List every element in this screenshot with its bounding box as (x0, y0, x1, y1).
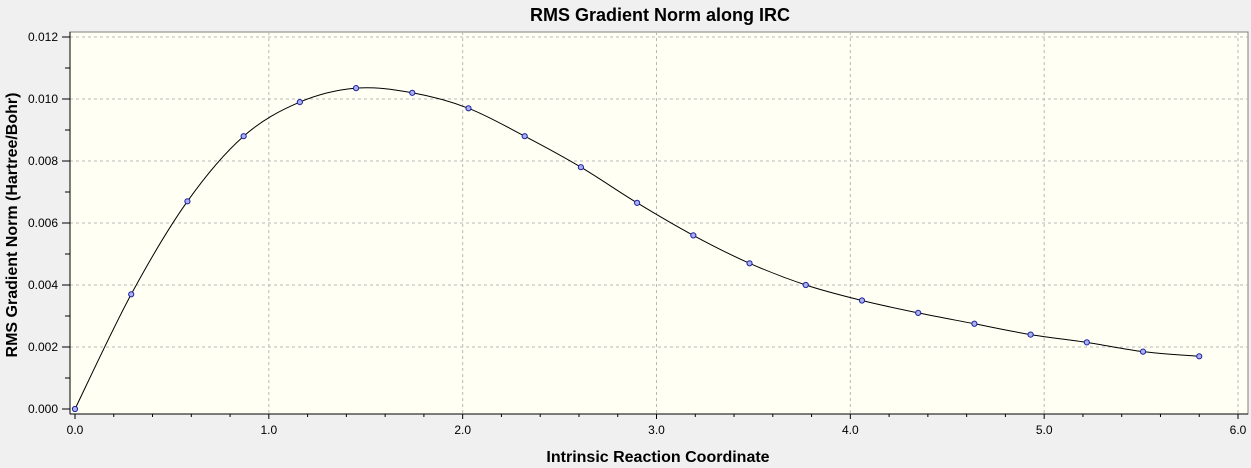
y-tick-label: 0.008 (28, 154, 58, 168)
data-point (296, 99, 303, 106)
x-axis-title: Intrinsic Reaction Coordinate (546, 449, 769, 466)
data-point (352, 85, 360, 92)
x-tick-label: 3.0 (648, 423, 665, 437)
data-point (184, 198, 191, 205)
series-line (74, 87, 1200, 410)
data-point (971, 320, 978, 327)
data-point (71, 405, 79, 413)
chart-title: RMS Gradient Norm along IRC (530, 5, 790, 25)
x-tick-label: 2.0 (454, 423, 471, 437)
y-tick-label: 0.000 (28, 402, 58, 416)
data-point (634, 199, 641, 206)
y-tick-label: 0.002 (28, 340, 58, 354)
y-tick-label: 0.006 (28, 216, 58, 230)
data-point (1139, 348, 1147, 355)
tick-labels: 0.0 1.0 2.0 3.0 4.0 5.0 6.0 0.000 0.002 0.004 0.00… (28, 30, 1247, 437)
grid-lines (70, 32, 1248, 414)
data-point (1196, 353, 1203, 360)
x-tick-label: 1.0 (260, 423, 277, 437)
data-point (240, 133, 247, 140)
data-point (858, 297, 866, 304)
x-tick-label: 0.0 (67, 423, 84, 437)
data-point (1027, 331, 1034, 338)
axes (62, 32, 1248, 419)
data-point (128, 291, 135, 298)
y-axis-title: RMS Gradient Norm (Hartree/Bohr) (4, 93, 21, 358)
data-point (521, 133, 528, 140)
x-tick-label: 5.0 (1036, 423, 1053, 437)
data-point (465, 105, 472, 112)
data-point (802, 281, 809, 289)
y-tick-label: 0.004 (28, 278, 58, 292)
y-tick-label: 0.012 (28, 30, 58, 44)
data-point (915, 309, 922, 316)
data-point (690, 232, 697, 239)
data-point (1083, 339, 1090, 346)
data-point (577, 164, 585, 171)
x-tick-label: 6.0 (1230, 423, 1247, 437)
data-point (409, 89, 416, 96)
x-tick-label: 4.0 (842, 423, 859, 437)
data-point (746, 260, 753, 267)
y-tick-label: 0.010 (28, 92, 58, 106)
data-series (71, 85, 1203, 413)
